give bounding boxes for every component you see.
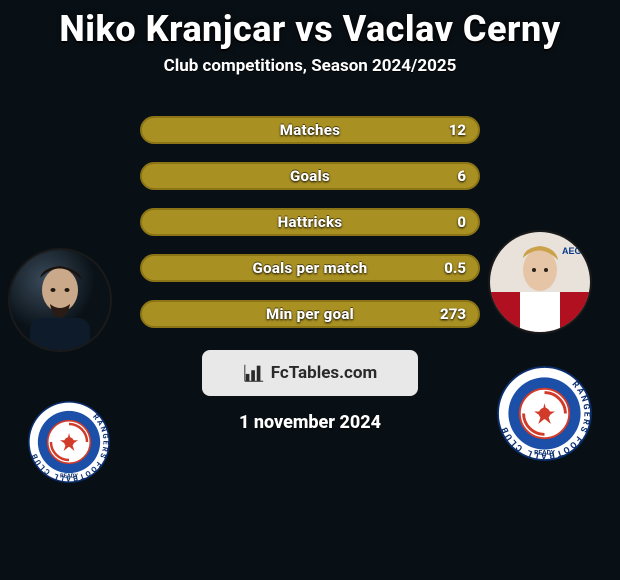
comparison-panel: AEGON RANGERS FOOTBALL CLUB READY <box>0 106 620 433</box>
stat-label: Matches <box>280 121 340 139</box>
club-crest-icon: RANGERS FOOTBALL CLUB READY <box>28 401 110 483</box>
bar-chart-icon <box>243 362 265 384</box>
stat-bar: Min per goal 273 <box>140 300 480 328</box>
svg-text:READY: READY <box>534 448 556 456</box>
player-right-avatar: AEGON <box>488 230 592 334</box>
page-subtitle: Club competitions, Season 2024/2025 <box>0 56 620 76</box>
club-crest-icon: RANGERS FOOTBALL CLUB READY <box>497 366 592 461</box>
player-right-club-crest: RANGERS FOOTBALL CLUB READY <box>497 366 592 461</box>
avatar-placeholder-icon <box>10 250 110 350</box>
stat-bar: Matches 12 <box>140 116 480 144</box>
stat-value-right: 0 <box>457 213 466 231</box>
stat-bars: Matches 12 Goals 6 Hattricks 0 Goals per match… <box>140 106 480 328</box>
brand-text: FcTables.com <box>271 363 377 383</box>
player-left-avatar <box>8 248 112 352</box>
stat-label: Min per goal <box>266 305 354 323</box>
brand-badge: FcTables.com <box>202 350 418 396</box>
stat-value-right: 6 <box>457 167 466 185</box>
stat-value-right: 0.5 <box>444 259 466 277</box>
stat-bar: Hattricks 0 <box>140 208 480 236</box>
stat-value-right: 273 <box>440 305 466 323</box>
stat-label: Hattricks <box>278 213 343 231</box>
stat-value-right: 12 <box>449 121 466 139</box>
stat-label: Goals <box>290 167 330 185</box>
stat-bar: Goals 6 <box>140 162 480 190</box>
svg-text:AEGON: AEGON <box>562 246 590 256</box>
stat-bar: Goals per match 0.5 <box>140 254 480 282</box>
stat-label: Goals per match <box>253 259 368 277</box>
page-title: Niko Kranjcar vs Vaclav Cerny <box>0 0 620 50</box>
player-left-club-crest: RANGERS FOOTBALL CLUB READY <box>28 401 110 483</box>
svg-text:READY: READY <box>60 473 78 479</box>
avatar-placeholder-icon: AEGON <box>490 232 590 332</box>
